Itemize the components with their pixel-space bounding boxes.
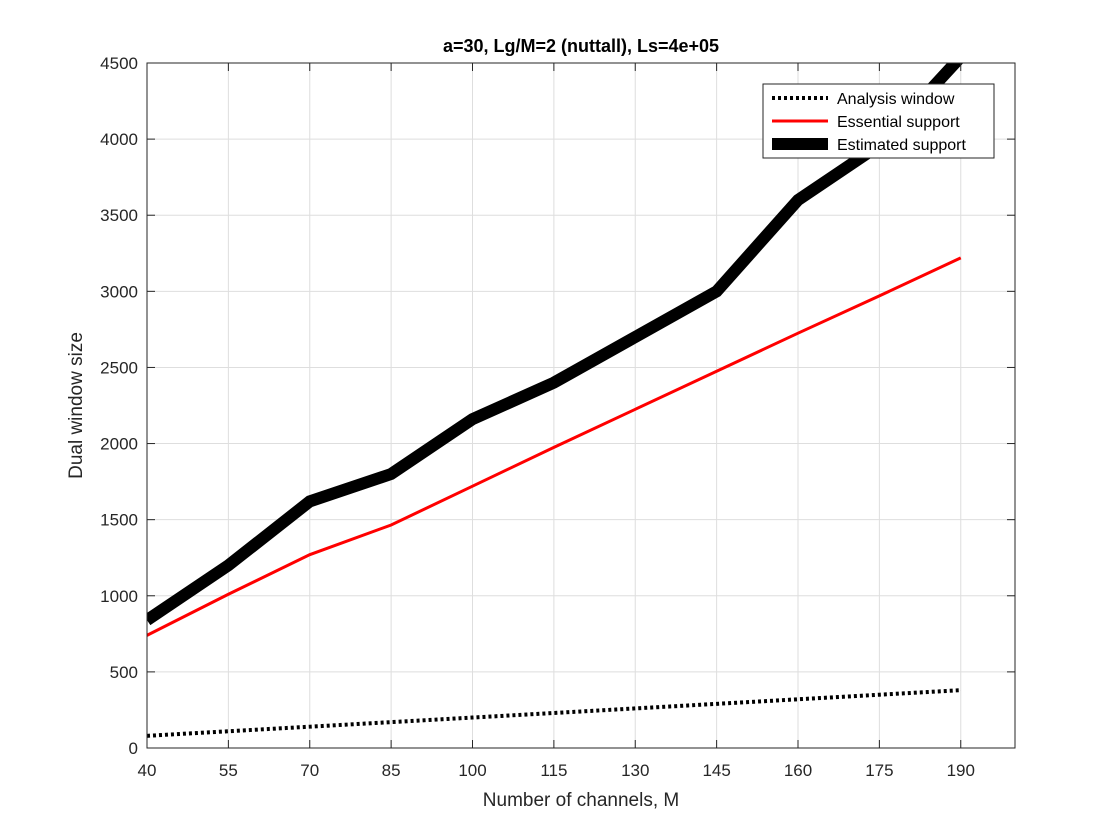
y-tick-label: 500 bbox=[110, 663, 138, 682]
x-tick-label: 190 bbox=[947, 761, 975, 780]
x-tick-label: 40 bbox=[138, 761, 157, 780]
x-tick-label: 70 bbox=[300, 761, 319, 780]
y-tick-label: 4000 bbox=[100, 130, 138, 149]
y-tick-label: 1000 bbox=[100, 587, 138, 606]
x-tick-label: 130 bbox=[621, 761, 649, 780]
chart-title: a=30, Lg/M=2 (nuttall), Ls=4e+05 bbox=[443, 36, 719, 56]
x-tick-label: 160 bbox=[784, 761, 812, 780]
legend-label: Estimated support bbox=[837, 137, 967, 154]
tick-labels: 40 55 70 85 100 115 130 145 160 175 190 0 500 1000 150… bbox=[100, 54, 975, 780]
x-tick-label: 100 bbox=[458, 761, 486, 780]
y-tick-label: 2500 bbox=[100, 358, 138, 377]
y-tick-label: 0 bbox=[129, 739, 138, 758]
x-axis-label: Number of channels, M bbox=[483, 790, 679, 811]
y-tick-label: 4500 bbox=[100, 54, 138, 73]
axes-box bbox=[146, 62, 1016, 749]
x-tick-label: 55 bbox=[219, 761, 238, 780]
y-tick-label: 2000 bbox=[100, 435, 138, 454]
grid bbox=[146, 62, 1015, 749]
y-tick-label: 3500 bbox=[100, 206, 138, 225]
y-axis-label: Dual window size bbox=[66, 332, 87, 479]
series-line-analysis-window bbox=[147, 688, 961, 738]
x-tick-label: 175 bbox=[865, 761, 893, 780]
legend-label: Analysis window bbox=[837, 91, 955, 108]
legend: Analysis window Essential support Estimate… bbox=[762, 83, 995, 159]
y-tick-label: 3000 bbox=[100, 282, 138, 301]
legend-label: Essential support bbox=[837, 114, 960, 131]
y-tick-label: 1500 bbox=[100, 511, 138, 530]
axes bbox=[146, 62, 1016, 749]
x-tick-label: 145 bbox=[702, 761, 730, 780]
x-tick-label: 115 bbox=[540, 761, 567, 780]
x-tick-label: 85 bbox=[382, 761, 401, 780]
